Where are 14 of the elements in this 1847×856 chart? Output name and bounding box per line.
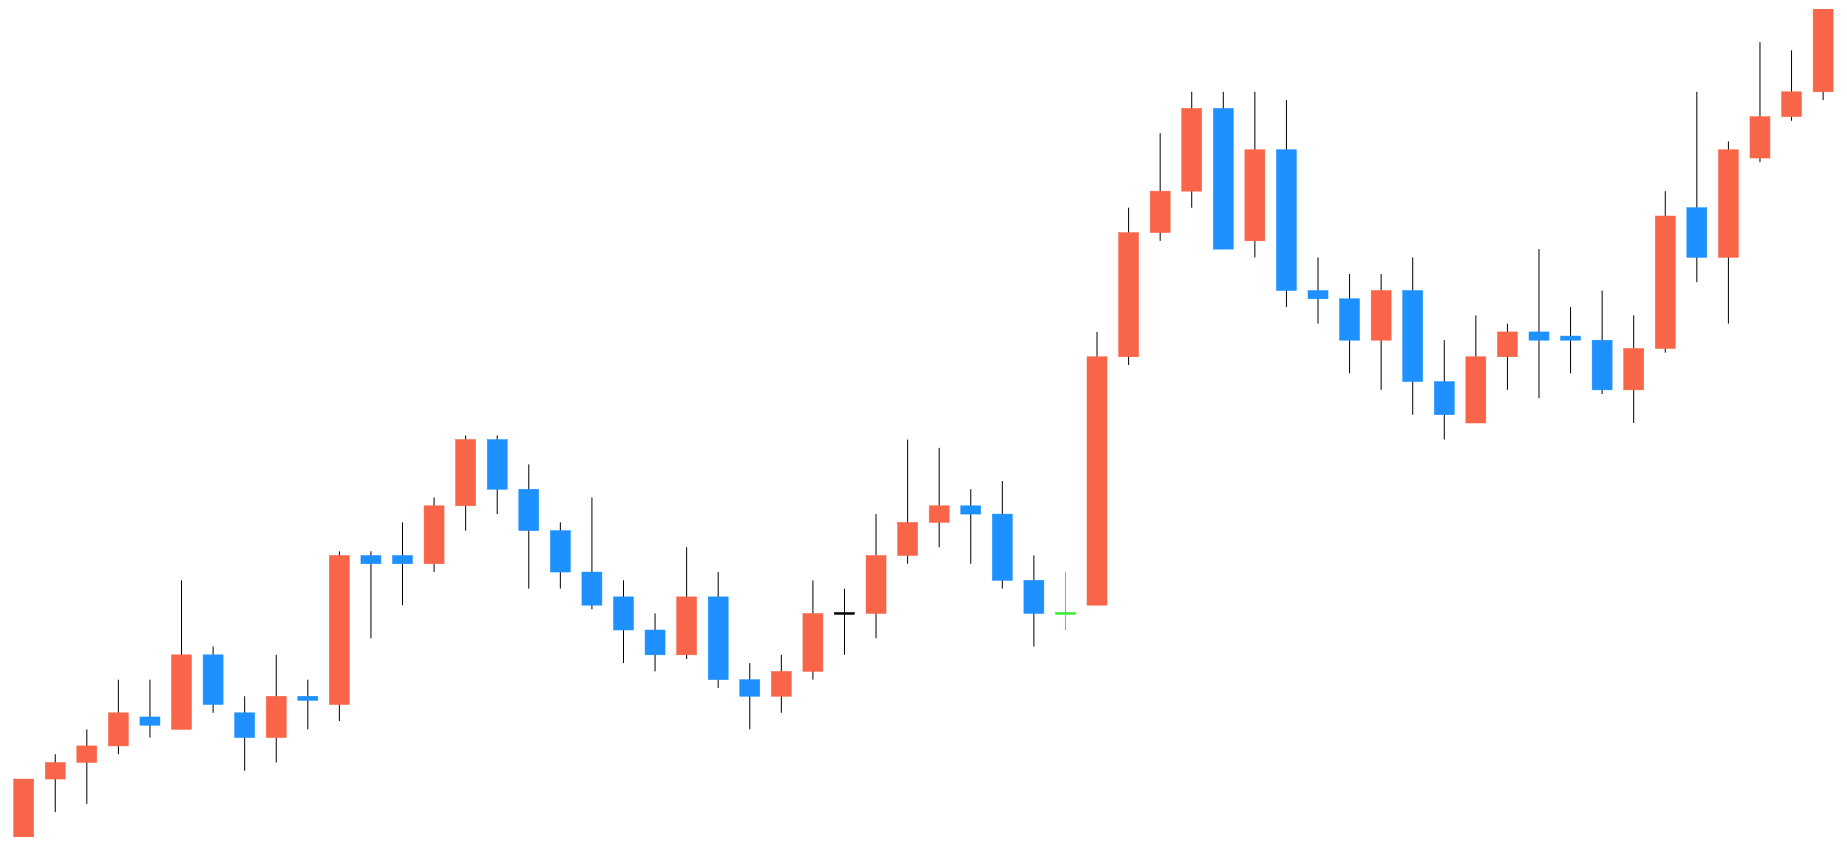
candlestick (1560, 306, 1581, 374)
candlestick (928, 447, 950, 548)
candlestick (45, 753, 66, 813)
candlestick (76, 728, 98, 805)
candlestick (392, 521, 413, 606)
candlestick (297, 679, 319, 730)
candlestick (834, 588, 855, 656)
candlestick (1528, 248, 1550, 399)
candlestick (960, 488, 981, 565)
candlestick (360, 550, 382, 639)
candlestick (739, 662, 761, 730)
candlestick (1055, 571, 1076, 631)
candlestick (1307, 256, 1329, 325)
candlestick (139, 679, 161, 739)
